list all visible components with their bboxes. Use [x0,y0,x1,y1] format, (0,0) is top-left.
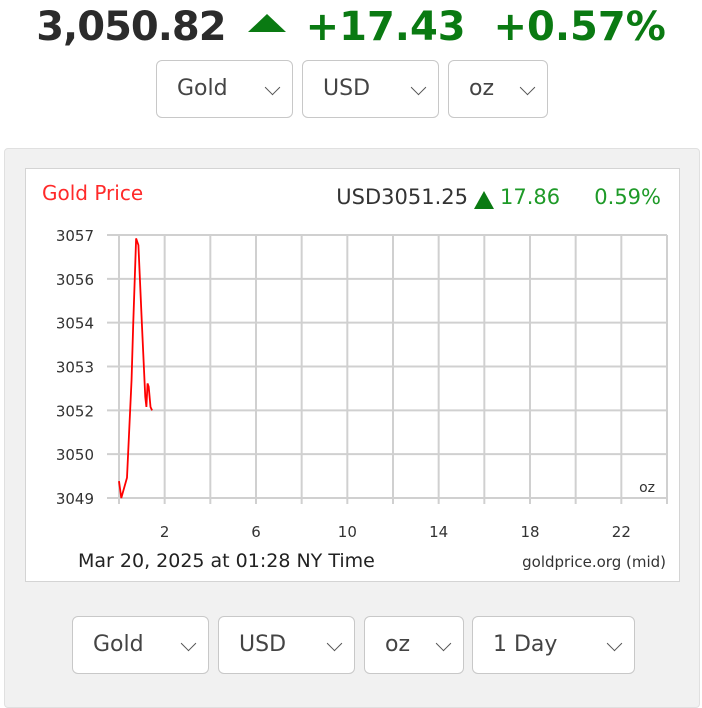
triangle-up-icon [474,191,494,209]
select-value: oz [385,632,411,657]
chevron-down-icon [435,635,452,652]
chevron-down-icon [410,79,427,96]
chevron-down-icon [326,635,343,652]
metal-select[interactable]: Gold [156,60,293,118]
source-label: goldprice.org (mid) [522,553,666,571]
y-tick-label: 3049 [56,490,94,508]
chevron-down-icon [519,79,536,96]
y-tick-label: 3053 [56,359,94,377]
price-header: 3,050.82 +17.43 +0.57% [0,4,702,50]
y-tick-label: 3054 [56,315,94,333]
select-value: Gold [177,76,228,101]
price-change: +17.43 [305,4,466,50]
y-tick-label: 3057 [56,227,94,245]
chart-change-percent: 0.59% [594,185,661,209]
select-value: oz [469,76,495,101]
y-tick-label: 3052 [56,402,94,420]
price-line [118,238,153,499]
gold-price-chart: Gold Price USD3051.25 17.86 0.59% oz Mar… [25,168,680,582]
unit-select-bottom[interactable]: oz [364,616,464,674]
unit-select[interactable]: oz [448,60,548,118]
x-tick-label: 10 [338,523,357,541]
metal-select-bottom[interactable]: Gold [72,616,209,674]
chevron-down-icon [180,635,197,652]
timestamp: Mar 20, 2025 at 01:28 NY Time [78,550,375,572]
chevron-down-icon [606,635,623,652]
chart-quote: USD3051.25 [336,185,468,209]
x-tick-label: 22 [612,523,631,541]
triangle-up-icon [247,14,286,32]
unit-label: oz [639,480,655,496]
period-select[interactable]: 1 Day [472,616,635,674]
current-price: 3,050.82 [36,4,226,50]
x-tick-label: 6 [251,523,261,541]
select-value: 1 Day [493,632,558,657]
y-tick-label: 3056 [56,271,94,289]
select-value: USD [239,632,287,657]
y-tick-label: 3050 [56,446,94,464]
select-value: Gold [93,632,144,657]
currency-select[interactable]: USD [302,60,439,118]
x-tick-label: 14 [429,523,448,541]
x-tick-label: 18 [520,523,539,541]
select-value: USD [323,76,371,101]
chart-svg: Gold Price USD3051.25 17.86 0.59% oz Mar… [42,181,668,572]
currency-select-bottom[interactable]: USD [218,616,355,674]
chevron-down-icon [264,79,281,96]
x-tick-label: 2 [160,523,170,541]
price-change-percent: +0.57% [493,4,666,50]
chart-change: 17.86 [500,185,560,209]
chart-title: Gold Price [42,181,143,205]
